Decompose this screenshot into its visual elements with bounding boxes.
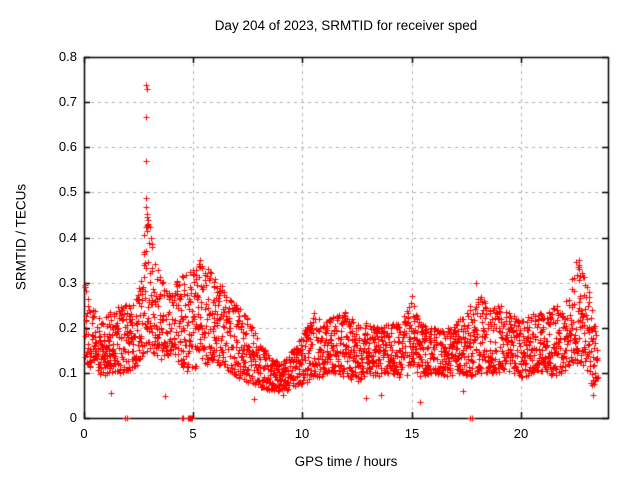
y-tick-label: 0.6 [58, 139, 77, 154]
y-tick-label: 0 [69, 410, 77, 425]
x-tick-label: 15 [404, 426, 420, 441]
x-tick-label: 10 [294, 426, 310, 441]
x-tick-label: 5 [189, 426, 197, 441]
y-tick-label: 0.5 [58, 184, 77, 199]
y-tick-label: 0.8 [58, 49, 77, 64]
x-axis-label: GPS time / hours [294, 454, 398, 469]
x-tick-label: 0 [80, 426, 88, 441]
x-tick-label: 20 [513, 426, 529, 441]
y-tick-label: 0.4 [58, 230, 77, 245]
chart-title: Day 204 of 2023, SRMTID for receiver spe… [214, 18, 478, 33]
y-tick-label: 0.2 [58, 320, 77, 335]
y-tick-label: 0.7 [58, 94, 77, 109]
y-tick-label: 0.1 [58, 365, 77, 380]
y-tick-label: 0.3 [58, 275, 77, 290]
